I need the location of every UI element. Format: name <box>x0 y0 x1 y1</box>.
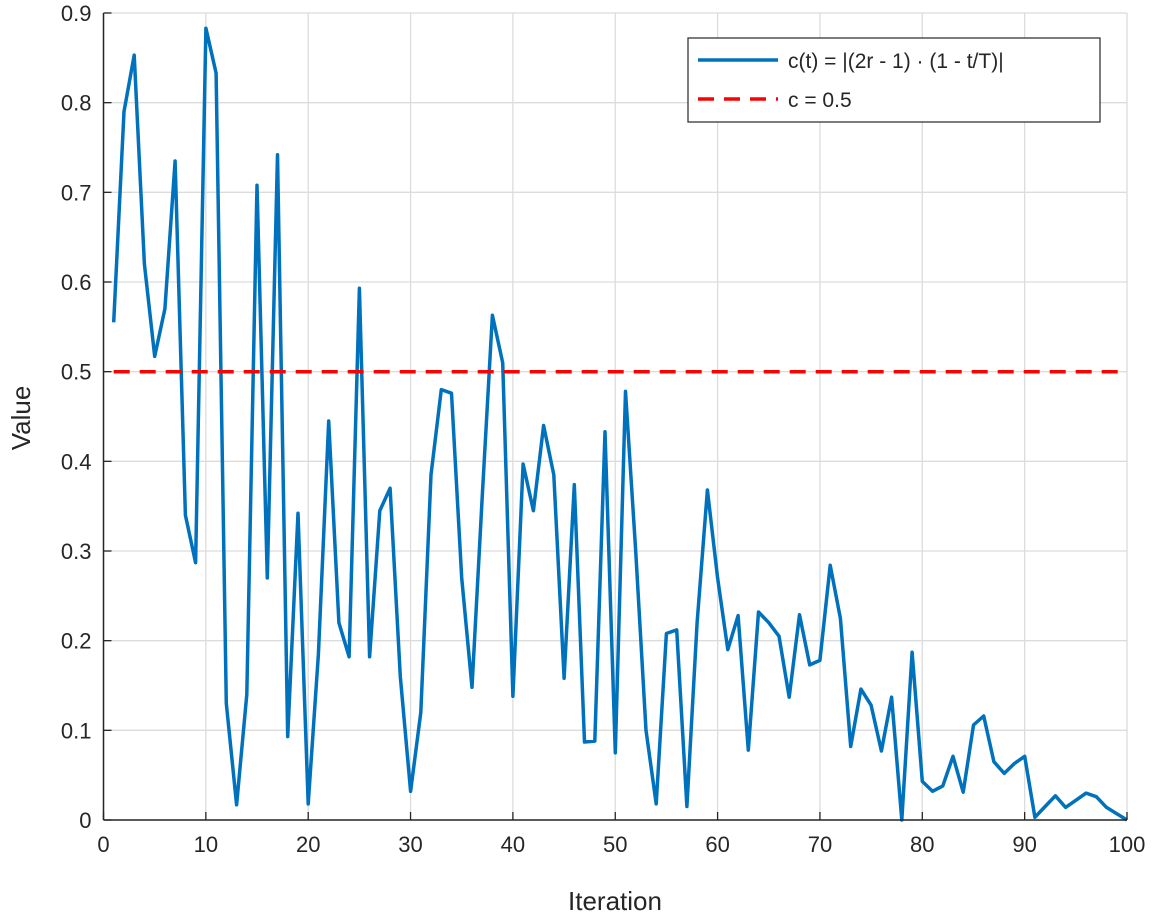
x-tick-label: 30 <box>398 832 422 857</box>
x-tick-label: 10 <box>194 832 218 857</box>
x-tick-label: 60 <box>705 832 729 857</box>
y-tick-label: 0.6 <box>61 270 92 295</box>
x-tick-label: 0 <box>97 832 109 857</box>
x-tick-label: 40 <box>501 832 525 857</box>
series-layer <box>111 26 1128 822</box>
y-tick-label: 0.1 <box>61 718 92 743</box>
y-tick-label: 0.5 <box>61 360 92 385</box>
x-axis-label: Iteration <box>568 886 662 916</box>
x-tick-label: 90 <box>1012 832 1036 857</box>
legend-box <box>687 37 1101 123</box>
x-tick-label: 50 <box>603 832 627 857</box>
axes <box>102 12 1128 821</box>
y-tick-label: 0.3 <box>61 539 92 564</box>
y-tick-label: 0.2 <box>61 629 92 654</box>
y-axis-label: Value <box>6 386 36 451</box>
x-tick-label: 80 <box>910 832 934 857</box>
x-tick-label: 70 <box>808 832 832 857</box>
y-tick-label: 0.9 <box>61 1 92 26</box>
x-tick-label: 100 <box>1109 832 1146 857</box>
y-tick-label: 0.7 <box>61 180 92 205</box>
y-tick-label: 0.4 <box>61 449 92 474</box>
legend-label-series-1: c(t) = |(2r - 1) · (1 - t/T)| <box>788 50 1004 73</box>
y-tick-label: 0.8 <box>61 91 92 116</box>
legend-label-series-2: c = 0.5 <box>788 89 852 112</box>
x-tick-label: 20 <box>296 832 320 857</box>
series-line-1 <box>111 26 1128 822</box>
tick-labels: 0 10 20 30 40 50 60 70 80 90 100 0 0.1 0.2 0.3 0.4 0.5 0.… <box>61 1 1145 857</box>
legend: c(t) = |(2r - 1) · (1 - t/T)| c = 0.5 <box>687 37 1101 123</box>
y-tick-label: 0 <box>79 808 91 833</box>
